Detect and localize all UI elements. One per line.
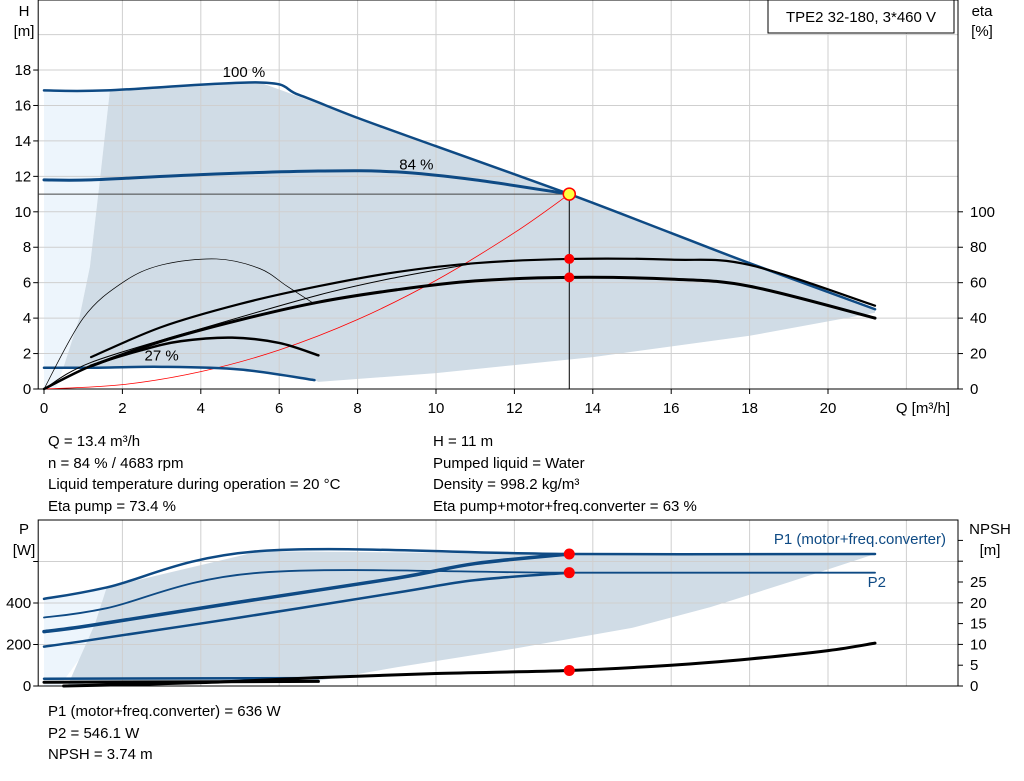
y2-axis-title: eta (972, 3, 994, 20)
y2-tick-label: 10 (970, 636, 987, 653)
y-tick-label: 200 (6, 637, 31, 654)
y-tick-label: 2 (23, 346, 31, 363)
head-curve-84 (42, 169, 571, 196)
curve-label-100: 100 % (223, 64, 266, 81)
y-tick-label: 0 (23, 678, 31, 695)
info-liquid-temp: Liquid temperature during operation = 20… (48, 476, 341, 493)
operating-range-light-area (44, 90, 110, 390)
y2-axis-unit: [m] (980, 542, 1001, 559)
x-tick-label: 12 (506, 400, 523, 417)
eta-pump-min-curve (43, 258, 315, 390)
info-bottom: P1 (motor+freq.converter) = 636 W P2 = 5… (48, 701, 281, 766)
y-tick-label: 12 (15, 168, 32, 185)
y2-tick-label: 80 (970, 239, 987, 256)
info-p1: P1 (motor+freq.converter) = 636 W (48, 703, 281, 720)
p1-series-label: P1 (motor+freq.converter) (774, 531, 946, 548)
npsh-curve (62, 641, 877, 688)
x-tick-label: 0 (40, 400, 48, 417)
npsh-point (563, 664, 575, 676)
x-axis-title: Q [m³/h] (896, 400, 950, 417)
y2-tick-label: 40 (970, 310, 987, 327)
x-tick-label: 2 (118, 400, 126, 417)
p1-point (563, 548, 575, 560)
y-tick-label: 6 (23, 275, 31, 292)
head-curve-100 (42, 81, 877, 311)
p1-curve (42, 552, 572, 634)
y2-axis-unit: [%] (971, 23, 993, 40)
y-tick-label: 16 (15, 97, 32, 114)
y-tick-label: 14 (15, 133, 32, 150)
x-tick-label: 10 (428, 400, 445, 417)
y2-tick-label: 60 (970, 275, 987, 292)
p2-max-curve (43, 569, 876, 619)
legend-title: TPE2 32-180, 3*460 V (786, 9, 936, 26)
y2-tick-label: 0 (970, 381, 978, 398)
y-tick-label: 0 (23, 381, 31, 398)
p2-point (563, 567, 575, 579)
x-tick-label: 4 (197, 400, 205, 417)
info-flow: Q = 13.4 m³/h (48, 433, 141, 450)
x-tick-label: 20 (820, 400, 837, 417)
info-npsh: NPSH = 3.74 m (48, 746, 153, 763)
x-tick-label: 14 (584, 400, 601, 417)
info-head: H = 11 m (433, 433, 494, 450)
legend-box (767, 0, 955, 34)
eta-total-point (564, 272, 575, 283)
y2-tick-label: 25 (970, 574, 987, 591)
p1-max-curve (42, 547, 877, 601)
y-axis-title: H (19, 3, 30, 20)
y2-tick-label: 20 (970, 595, 987, 612)
y2-tick-label: 100 (970, 204, 995, 221)
y-tick-label: 10 (15, 204, 32, 221)
info-eta-total: Eta pump+motor+freq.converter = 63 % (433, 497, 697, 515)
y2-tick-label: 5 (970, 657, 978, 674)
head-chart: 0 2 4 6 8 10 12 14 16 18 20 0 2 4 6 8 10 12 14 16 18 0 20 40 60 8… (14, 0, 995, 417)
eta-pump-curve (89, 257, 877, 359)
info-p2: P2 = 546.1 W (48, 724, 140, 742)
duty-point (562, 187, 577, 201)
curve-label-84: 84 % (399, 156, 433, 173)
y-tick-label: 8 (23, 239, 31, 256)
info-density: Density = 998.2 kg/m³ (433, 476, 580, 493)
y2-axis-title: NPSH (969, 521, 1011, 538)
info-right: H = 11 m Pumped liquid = Water Density =… (433, 431, 697, 517)
y-axis-unit: [W] (13, 542, 36, 559)
info-speed: n = 84 % / 4683 rpm (48, 454, 184, 472)
y-tick-label: 400 (6, 595, 31, 612)
x-tick-label: 18 (741, 400, 758, 417)
y-tick-label: 4 (23, 310, 31, 327)
y-axis-title: P (19, 521, 29, 538)
curve-label-min: 27 % (144, 348, 178, 365)
system-curve (43, 193, 570, 390)
y2-tick-label: 20 (970, 346, 987, 363)
p2-curve (42, 571, 571, 648)
power-range-area (67, 551, 875, 686)
eta-curve-mid (43, 262, 476, 390)
y-axis-unit: [m] (14, 23, 35, 40)
info-eta-pump: Eta pump = 73.4 % (48, 497, 176, 515)
x-tick-label: 8 (353, 400, 361, 417)
power-chart: 0 200 400 0 5 10 15 20 25 P [W] NPSH [m] P1 (motor+fr… (6, 519, 1011, 695)
info-left: Q = 13.4 m³/h n = 84 % / 4683 rpm Liquid… (48, 431, 340, 517)
eta-total-curve (89, 275, 877, 368)
info-liquid: Pumped liquid = Water (433, 454, 585, 472)
eta-pump-point (564, 253, 575, 264)
y2-tick-label: 15 (970, 616, 987, 633)
operating-range-area (63, 82, 876, 382)
p2-series-label: P2 (868, 574, 886, 591)
y2-tick-label: 0 (970, 678, 978, 695)
y-tick-label: 18 (15, 62, 32, 79)
x-tick-label: 16 (663, 400, 680, 417)
x-tick-label: 6 (275, 400, 283, 417)
